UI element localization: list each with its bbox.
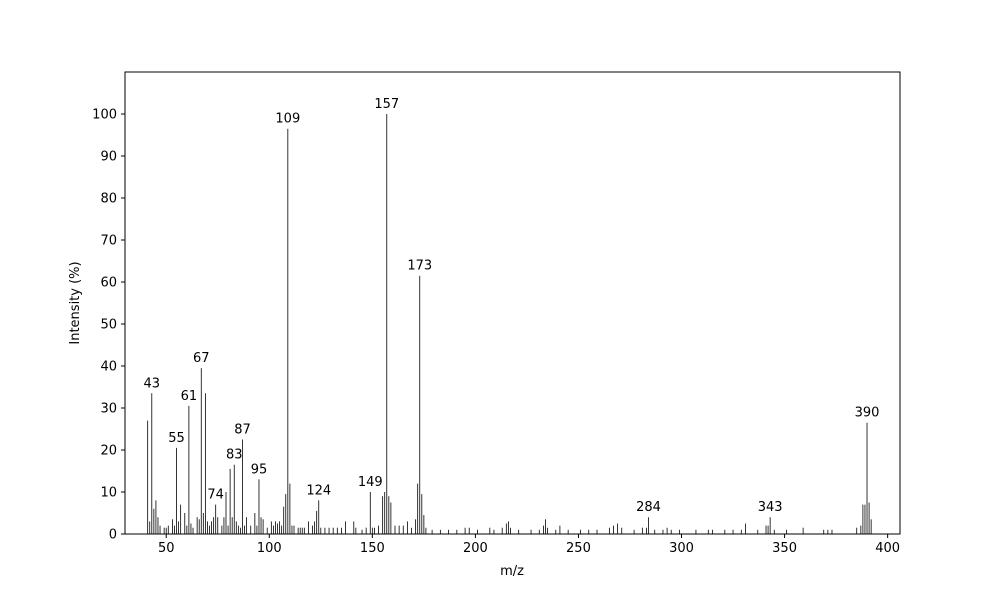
peak-label: 109 xyxy=(275,112,300,127)
peak-label: 67 xyxy=(193,351,210,366)
peak-label: 173 xyxy=(407,259,432,274)
x-tick-label: 200 xyxy=(463,541,488,556)
peak-label: 149 xyxy=(358,475,383,490)
y-tick-label: 100 xyxy=(92,108,117,123)
peak-label: 343 xyxy=(758,500,783,515)
y-tick-label: 30 xyxy=(100,402,117,417)
x-tick-label: 250 xyxy=(566,541,591,556)
y-tick-label: 70 xyxy=(100,234,117,249)
x-axis-label: m/z xyxy=(500,564,524,579)
peak-label: 74 xyxy=(207,488,224,503)
y-tick-label: 40 xyxy=(100,360,117,375)
peak-label: 124 xyxy=(306,483,331,498)
plot-frame xyxy=(124,71,901,535)
x-tick-label: 100 xyxy=(257,541,282,556)
peak-label: 390 xyxy=(855,406,880,421)
peak-label: 61 xyxy=(181,389,198,404)
y-axis-label: Intensity (%) xyxy=(68,261,83,344)
peak-label: 83 xyxy=(226,448,243,463)
peak-label: 95 xyxy=(251,462,268,477)
x-tick-label: 150 xyxy=(360,541,385,556)
peak-label: 284 xyxy=(636,500,661,515)
peak-label: 157 xyxy=(374,97,399,112)
y-tick-label: 60 xyxy=(100,276,117,291)
x-tick-label: 300 xyxy=(669,541,694,556)
y-tick-label: 90 xyxy=(100,150,117,165)
y-tick-label: 80 xyxy=(100,192,117,207)
y-tick-label: 10 xyxy=(100,486,117,501)
y-tick-label: 20 xyxy=(100,444,117,459)
x-tick-label: 400 xyxy=(875,541,900,556)
peak-label: 55 xyxy=(168,431,185,446)
peak-label: 43 xyxy=(144,376,161,391)
x-tick-label: 50 xyxy=(158,541,175,556)
peak-label: 87 xyxy=(234,423,251,438)
y-tick-label: 0 xyxy=(109,528,117,543)
x-tick-label: 350 xyxy=(772,541,797,556)
y-tick-label: 50 xyxy=(100,318,117,333)
